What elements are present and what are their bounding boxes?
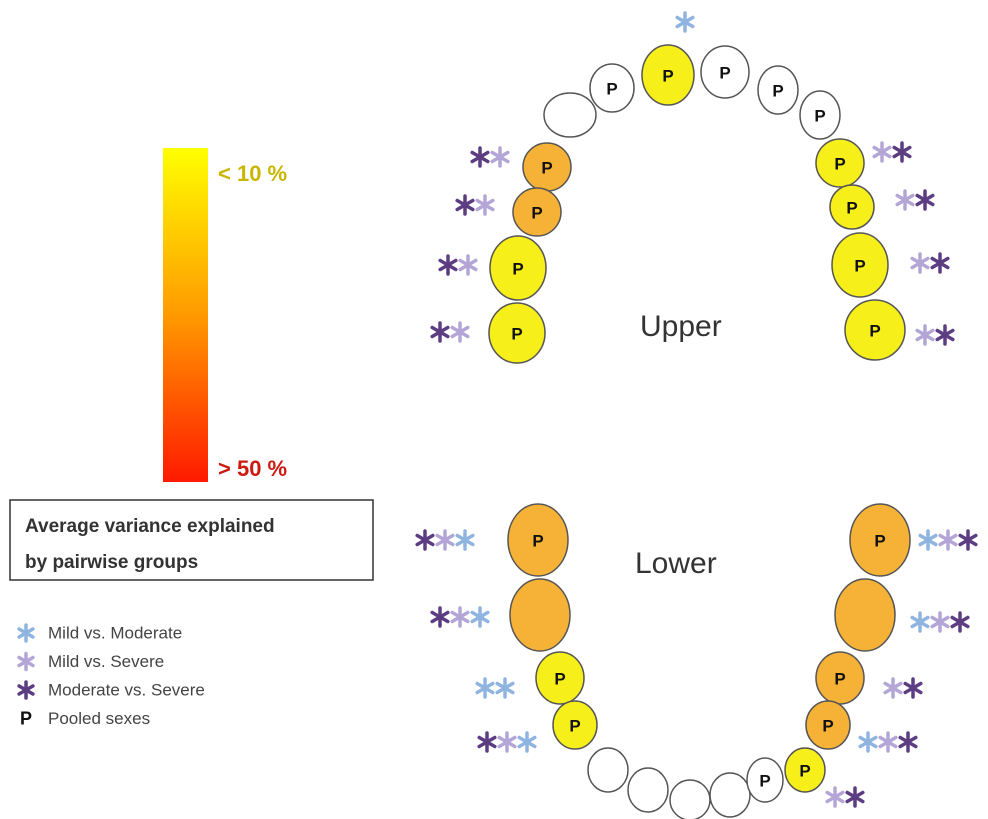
color-bar-bottom-label: > 50 % (218, 456, 287, 481)
asterisks (417, 13, 976, 806)
caption-line: by pairwise groups (25, 552, 198, 573)
tooth-label: P (554, 669, 565, 688)
teeth: PPPPPPPPPPPPPPPPPPPPPPP (489, 45, 910, 819)
tooth-label: P (512, 259, 523, 278)
tooth-label: P (511, 324, 522, 343)
tooth-label: P (719, 63, 730, 82)
tooth-label: P (772, 81, 783, 100)
tooth-label: P (569, 716, 580, 735)
tooth-label: P (822, 716, 833, 735)
tooth (628, 768, 668, 812)
tooth-label: P (532, 531, 543, 550)
tooth-label: P (834, 669, 845, 688)
lower-title: Lower (635, 547, 717, 580)
tooth-label: P (541, 158, 552, 177)
diagram: < 10 % > 50 % Average variance explained… (0, 0, 988, 819)
legend-label: Mild vs. Severe (48, 652, 164, 671)
legend-label: Moderate vs. Severe (48, 680, 205, 699)
tooth-label: P (799, 761, 810, 780)
color-bar-top-label: < 10 % (218, 161, 287, 186)
tooth-label: P (834, 154, 845, 173)
tooth (835, 579, 895, 651)
legend-label: Pooled sexes (48, 709, 150, 728)
tooth-label: P (531, 203, 542, 222)
tooth (588, 748, 628, 792)
tooth-label: P (606, 79, 617, 98)
legend-symbol: P (20, 708, 32, 728)
tooth (544, 93, 596, 137)
legend-label: Mild vs. Moderate (48, 623, 182, 642)
upper-title: Upper (640, 310, 722, 343)
tooth-label: P (869, 321, 880, 340)
tooth-label: P (662, 66, 673, 85)
tooth (710, 773, 750, 817)
color-bar (163, 148, 208, 482)
caption-line: Average variance explained (25, 516, 275, 537)
tooth-label: P (854, 256, 865, 275)
tooth-label: P (814, 106, 825, 125)
tooth-label: P (846, 198, 857, 217)
tooth (670, 780, 710, 819)
tooth (510, 579, 570, 651)
legend: Mild vs. Moderate Mild vs. Severe Moderate… (19, 623, 205, 728)
